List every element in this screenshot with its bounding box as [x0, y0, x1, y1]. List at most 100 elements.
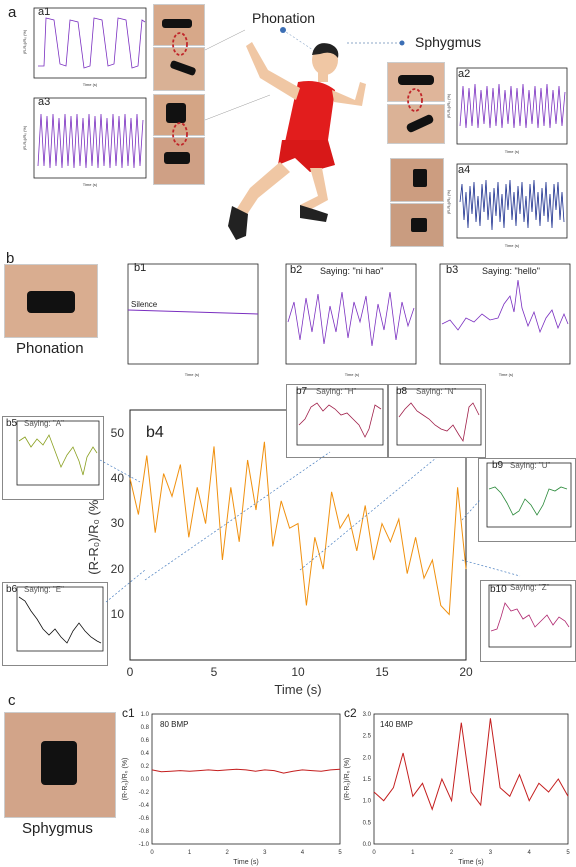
panel-b10-svg: [488, 584, 572, 648]
b9-label: b9: [492, 460, 504, 471]
c2-label: c2: [344, 706, 357, 720]
c1-ytick-label: -1.0: [139, 842, 150, 848]
b4-xtick-4: 20: [459, 665, 473, 679]
sphygmus-leader-line: [347, 40, 405, 46]
b4-ylabel: (R-R₀)/R₀ (%): [86, 495, 101, 574]
sensor-strip: [166, 103, 186, 123]
b8-label: b8: [396, 386, 408, 397]
section-label-c: c: [8, 692, 16, 709]
b3-title: Saying: "hello": [482, 266, 540, 276]
bend-arrow-icon: [172, 32, 188, 56]
a4-ylabel: (R-R₀)/R₀ (%): [446, 189, 451, 214]
b6-signal: [18, 596, 102, 644]
a2-xlabel: Time (s): [505, 149, 520, 154]
b2-xlabel: Time (s): [345, 372, 360, 377]
a4-label: a4: [458, 164, 471, 176]
c1-ytick-label: 0.0: [141, 777, 150, 783]
panel-b2-svg: Time (s): [285, 263, 417, 377]
panel-a3-svg: Time (s) (R-R₀)/R₀ (%): [22, 97, 147, 187]
bend-arrow-icon: [407, 88, 423, 112]
b2-label: b2: [290, 264, 303, 276]
c2-ytick-label: 1.5: [363, 777, 372, 783]
b1-xlabel: Time (s): [185, 372, 200, 377]
c2-ytick-label: 2.5: [363, 734, 372, 740]
b2-title: Saying: "ni hao": [320, 266, 384, 276]
panel-a2-svg: Time (s) (R-R₀)/R₀ (%): [446, 67, 568, 154]
a3-label: a3: [38, 96, 51, 108]
c1-series-line: [151, 768, 341, 774]
b10-title: Saying: "Z": [510, 583, 550, 592]
b4-xtick-3: 15: [375, 665, 389, 679]
panel-b6-svg: [16, 586, 104, 652]
throat-photo: [4, 264, 98, 338]
c1-ytick-label: -0.8: [139, 829, 150, 835]
sensor-strip: [411, 218, 427, 232]
panel-b3-svg: Time (s): [439, 263, 571, 377]
c2-ytick-label: 2.0: [363, 755, 372, 761]
sensor-strip: [27, 291, 75, 313]
c2-xtick-label: 1: [411, 850, 415, 856]
c1-ytick-label: -0.6: [139, 816, 150, 822]
c2-series-line: [373, 718, 569, 811]
a4-photo-bottom: [390, 203, 444, 247]
a3-ylabel: (R-R₀)/R₀ (%): [22, 125, 27, 150]
c2-ytick-label: 0.0: [363, 842, 372, 848]
c2-yticks: 3.0 2.5 2.0 1.5 1.0 0.5 0.0: [363, 712, 372, 848]
b8-title: Saying: "N": [416, 387, 457, 396]
sphygmus-label: Sphygmus: [415, 34, 482, 50]
b4-marks: [129, 441, 467, 616]
a4-photo-top: [390, 158, 444, 202]
b1-label: b1: [134, 262, 147, 274]
b4-xticks: 0 5 10 15 20: [127, 665, 473, 679]
b4-xlabel: Time (s): [274, 682, 321, 697]
c1-ytick-label: 0.8: [141, 725, 150, 731]
b4-ytick-1: 20: [111, 562, 125, 576]
c1-xtick-label: 5: [338, 850, 342, 856]
b4-ytick-4: 50: [111, 426, 125, 440]
c2-ytick-label: 0.5: [363, 820, 372, 826]
c1-ytick-label: -0.4: [139, 803, 150, 809]
c1-xtick-label: 2: [226, 850, 230, 856]
b4-ytick-0: 10: [111, 607, 125, 621]
c1-xtick-label: 3: [263, 850, 267, 856]
b1-annotation: Silence: [131, 300, 158, 309]
b6-title: Saying: "E": [24, 585, 64, 594]
panel-b9-svg: [486, 462, 572, 528]
a4-signal: [459, 179, 565, 231]
sensor-strip: [164, 152, 190, 164]
c1-ytick-label: 0.6: [141, 738, 150, 744]
a2-photo-bottom: [387, 104, 445, 144]
c1-label: c1: [122, 706, 135, 720]
a3-xlabel: Time (s): [83, 182, 98, 187]
a1-signal: [38, 17, 146, 69]
panel-b2: Time (s): [272, 262, 420, 384]
c1-annotation: 80 BMP: [160, 720, 189, 729]
a1-xlabel: Time (s): [83, 82, 98, 87]
panel-b1: Time (s): [110, 262, 262, 384]
a3-photo-top: [153, 94, 205, 136]
panel-b7-svg: [296, 388, 384, 446]
panel-a1: Time (s) (R-R₀)/R₀ (%): [20, 6, 150, 88]
c2-annotation: 140 BMP: [380, 720, 413, 729]
c2-xtick-label: 2: [450, 850, 454, 856]
c2-ytick-label: 3.0: [363, 712, 372, 718]
b8-signal: [398, 402, 480, 443]
a1-ylabel: (R-R₀)/R₀ (%): [22, 29, 27, 54]
c2-chart: 3.0 2.5 2.0 1.5 1.0 0.5 0.0 0 1 2 3 4 5 Time (s) (R…: [344, 712, 570, 866]
b10-label: b10: [490, 584, 507, 595]
b7-signal: [298, 402, 382, 438]
panel-b3: Time (s): [428, 262, 574, 384]
phonation-label: Phonation: [252, 10, 316, 26]
c2-ytick-label: 1.0: [363, 799, 372, 805]
c2-xtick-label: 5: [566, 850, 570, 856]
c1-ytick-label: 1.0: [141, 712, 150, 718]
sensor-strip: [41, 741, 77, 785]
a2-ylabel: (R-R₀)/R₀ (%): [446, 93, 451, 118]
c1-xtick-label: 0: [150, 850, 154, 856]
panel-b8: [388, 384, 486, 458]
b4-xtick-2: 10: [291, 665, 305, 679]
b5-signal: [18, 434, 98, 476]
inset-connectors: [99, 451, 521, 603]
panel-b8-svg: [396, 388, 482, 446]
a3-signal: [37, 113, 144, 169]
